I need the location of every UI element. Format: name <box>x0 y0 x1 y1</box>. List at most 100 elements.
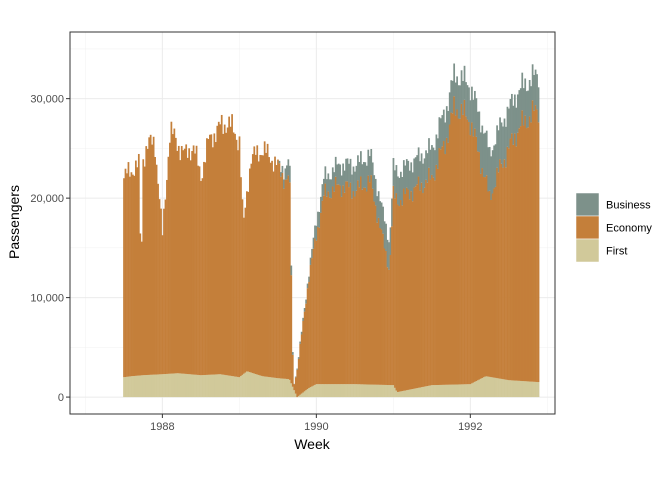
bar-economy <box>519 126 522 381</box>
legend-key-economy <box>575 215 600 240</box>
bar-economy <box>271 160 273 378</box>
bar-economy <box>502 167 504 380</box>
bar-business <box>395 165 398 194</box>
bar-first <box>506 379 509 398</box>
bar-first <box>342 384 344 398</box>
bar-business <box>388 242 390 270</box>
bar-business <box>472 99 475 137</box>
bar-first <box>437 384 439 398</box>
bar-first <box>380 384 383 398</box>
bar-economy <box>244 207 247 373</box>
bar-economy <box>198 166 201 376</box>
bar-first <box>462 384 464 398</box>
bar-first <box>183 373 186 398</box>
bar-business <box>389 227 392 256</box>
bar-first <box>382 384 384 398</box>
bar-economy <box>275 165 278 378</box>
bar-business <box>284 168 287 180</box>
bar-economy <box>220 114 223 375</box>
bar-first <box>360 384 362 398</box>
bar-first <box>525 381 528 398</box>
bar-first <box>225 375 228 398</box>
bar-economy <box>280 176 282 379</box>
bar-economy <box>180 146 183 374</box>
bar-business <box>471 86 473 123</box>
bar-business <box>499 117 501 160</box>
bar-economy <box>260 155 263 376</box>
y-tick-label: 0 <box>58 392 64 404</box>
bar-business <box>368 156 371 183</box>
bar-first <box>518 380 521 398</box>
bar-economy <box>437 168 439 385</box>
bar-first <box>130 376 133 398</box>
bar-economy <box>262 155 265 377</box>
bar-economy <box>509 138 512 381</box>
bar-economy <box>314 238 316 385</box>
bar-business <box>303 308 306 312</box>
bar-first <box>434 385 436 398</box>
bar-economy <box>389 255 392 386</box>
y-axis-title: Passengers <box>6 185 22 259</box>
bar-first <box>132 376 134 398</box>
bar-economy <box>340 196 343 385</box>
bar-first <box>155 374 158 398</box>
bar-economy <box>311 258 313 387</box>
bar-first <box>312 385 315 398</box>
bar-business <box>444 122 447 155</box>
legend: Business Economy First <box>575 192 652 263</box>
bar-business <box>425 150 427 180</box>
bar-economy <box>355 190 358 385</box>
bar-first <box>450 384 453 398</box>
bar-economy <box>478 152 481 380</box>
bar-economy <box>465 116 467 385</box>
bar-economy <box>288 182 291 380</box>
bar-business <box>288 165 291 183</box>
bar-business <box>290 265 293 276</box>
bar-first <box>420 387 423 398</box>
bar-economy <box>407 189 410 390</box>
bar-economy <box>493 188 495 378</box>
bar-first <box>441 384 444 398</box>
bar-first <box>447 384 450 398</box>
bar-economy <box>394 198 396 388</box>
bar-economy <box>318 227 321 385</box>
bar-economy <box>420 182 423 388</box>
bar-first <box>185 373 188 398</box>
bar-first <box>383 384 386 398</box>
bar-first <box>327 384 330 398</box>
bar-first <box>377 384 380 398</box>
bar-economy <box>222 133 225 375</box>
bar-first <box>484 376 487 398</box>
bar-economy <box>167 156 170 374</box>
bar-first <box>201 375 204 398</box>
bar-business <box>321 184 324 201</box>
bar-first <box>519 380 522 398</box>
bar-business <box>536 74 538 110</box>
bar-first <box>194 374 196 398</box>
bar-economy <box>531 100 534 382</box>
bar-business <box>451 80 454 114</box>
bar-first <box>527 381 530 398</box>
bar-first <box>491 377 494 398</box>
bar-economy <box>516 132 519 381</box>
bar-economy <box>164 199 167 375</box>
bar-economy <box>534 105 537 382</box>
bar-first <box>300 393 303 398</box>
bar-first <box>536 381 538 398</box>
bar-first <box>308 387 310 398</box>
bar-economy <box>358 187 361 385</box>
bar-business <box>361 164 364 190</box>
bar-economy <box>380 229 383 385</box>
bar-first <box>411 389 414 398</box>
bar-business <box>478 111 481 153</box>
bar-business <box>355 165 358 191</box>
bar-economy <box>417 176 420 388</box>
bar-business <box>360 151 362 177</box>
bar-first <box>466 384 469 398</box>
bar-first <box>330 384 333 398</box>
bar-first <box>371 384 374 398</box>
bar-economy <box>371 188 374 385</box>
bar-business <box>497 130 500 173</box>
bar-economy <box>479 173 482 379</box>
bar-first <box>287 379 290 398</box>
